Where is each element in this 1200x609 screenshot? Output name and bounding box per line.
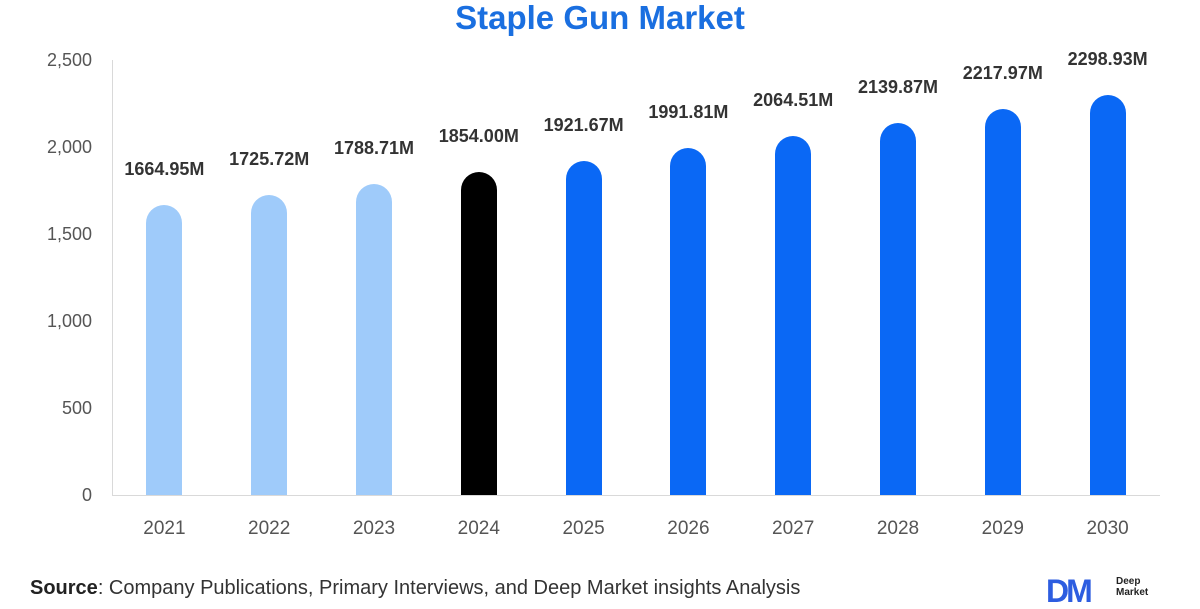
bar-2029: [984, 109, 1021, 495]
value-label: 1664.95M: [124, 159, 205, 180]
bar-2021: [146, 205, 183, 495]
chart-title: Staple Gun Market: [455, 0, 745, 36]
value-label: 2139.87M: [857, 76, 939, 97]
y-tick-label: 500: [61, 398, 92, 418]
logo-mark-icon: DM: [1046, 573, 1093, 609]
logo-line-1: Deep: [1116, 576, 1141, 587]
x-tick-label: 2022: [248, 518, 291, 539]
x-tick-label: 2028: [876, 518, 920, 539]
value-label: 1788.71M: [333, 137, 415, 158]
bar-2024: [460, 172, 497, 495]
y-tick-label: 2,000: [46, 137, 92, 157]
y-axis-line: [112, 60, 113, 496]
bar-2022: [251, 194, 288, 495]
x-tick-label: 2029: [981, 518, 1024, 539]
value-label: 1854.00M: [438, 126, 519, 147]
bar-2030: [1089, 94, 1126, 495]
bar-2028: [880, 122, 916, 495]
x-axis-line: [112, 495, 1160, 496]
x-tick-label: 2030: [1086, 518, 1129, 539]
bar-2026: [670, 148, 707, 495]
source-text: : Company Publications, Primary Intervie…: [97, 577, 801, 599]
bar-2025: [565, 160, 602, 495]
y-tick-label: 1,500: [46, 224, 92, 244]
source-label: Source: [30, 577, 98, 599]
x-tick-label: 2026: [667, 518, 710, 539]
x-tick-label: 2025: [562, 518, 605, 539]
value-label: 1725.72M: [229, 148, 310, 169]
bar-2023: [356, 183, 392, 495]
y-tick-label: 2,500: [46, 50, 92, 70]
y-tick-label: 0: [81, 485, 92, 505]
source-note: Source: Company Publications, Primary In…: [30, 576, 800, 600]
x-tick-label: 2023: [352, 518, 396, 539]
value-label: 2298.93M: [1067, 48, 1148, 69]
value-label: 2217.97M: [962, 63, 1043, 84]
logo-line-2: Market: [1116, 587, 1149, 598]
value-label: 2064.51M: [753, 89, 834, 110]
value-label: 1921.67M: [543, 114, 624, 135]
x-tick-label: 2027: [772, 518, 815, 539]
x-tick-label: 2021: [143, 518, 186, 539]
bar-2027: [775, 135, 812, 495]
value-label: 1991.81M: [648, 102, 729, 123]
logo-text: Deep Market: [1116, 576, 1148, 598]
y-tick-label: 1,000: [46, 311, 92, 331]
x-tick-label: 2024: [457, 518, 500, 539]
